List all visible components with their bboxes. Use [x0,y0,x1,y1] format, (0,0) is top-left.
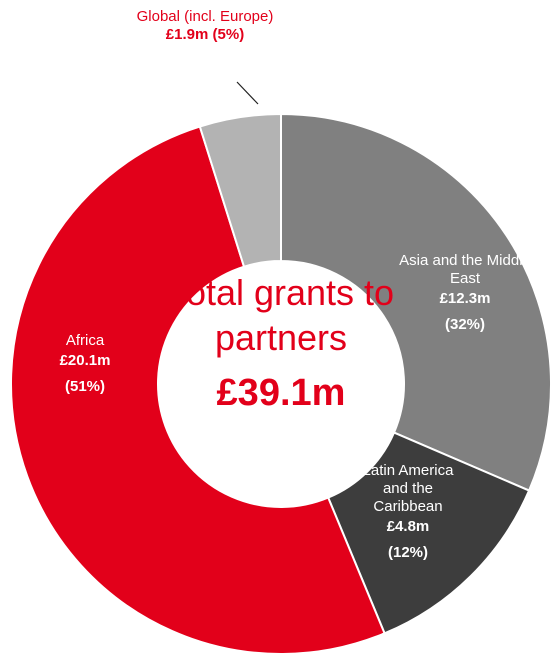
center-label: Total grants to partners £39.1m [160,270,402,415]
segment-label: Latin America and the Caribbean £4.8m (12%… [358,462,458,562]
share-label: (5%) [212,26,245,43]
category-label: Asia and the Middle East [399,252,531,287]
value-label: £1.9m [165,26,209,43]
center-value: £39.1m [216,372,346,414]
value-label: £20.1m [59,352,111,369]
donut-segment [326,431,531,635]
category-label: Global (incl. Europe) [136,8,274,25]
donut-segment [198,112,282,268]
category-label: Latin America and the Caribbean [362,462,454,515]
value-label: £12.3m [439,290,491,307]
share-label: (32%) [444,316,485,333]
donut-segment [10,125,386,655]
share-label: (12%) [387,544,428,561]
share-label: (51%) [64,378,105,395]
segment-label: Africa £20.1m (51%) [30,332,140,396]
segment-label: Asia and the Middle East £12.3m (32%) [385,252,545,334]
leader-line [236,81,259,105]
center-title: Total grants to partners [167,272,395,358]
donut-segment [280,112,552,492]
segment-label: Global (incl. Europe) £1.9m (5%) [90,8,320,44]
spacer [208,26,212,43]
category-label: Africa [65,332,105,349]
value-label: £4.8m [386,518,430,535]
